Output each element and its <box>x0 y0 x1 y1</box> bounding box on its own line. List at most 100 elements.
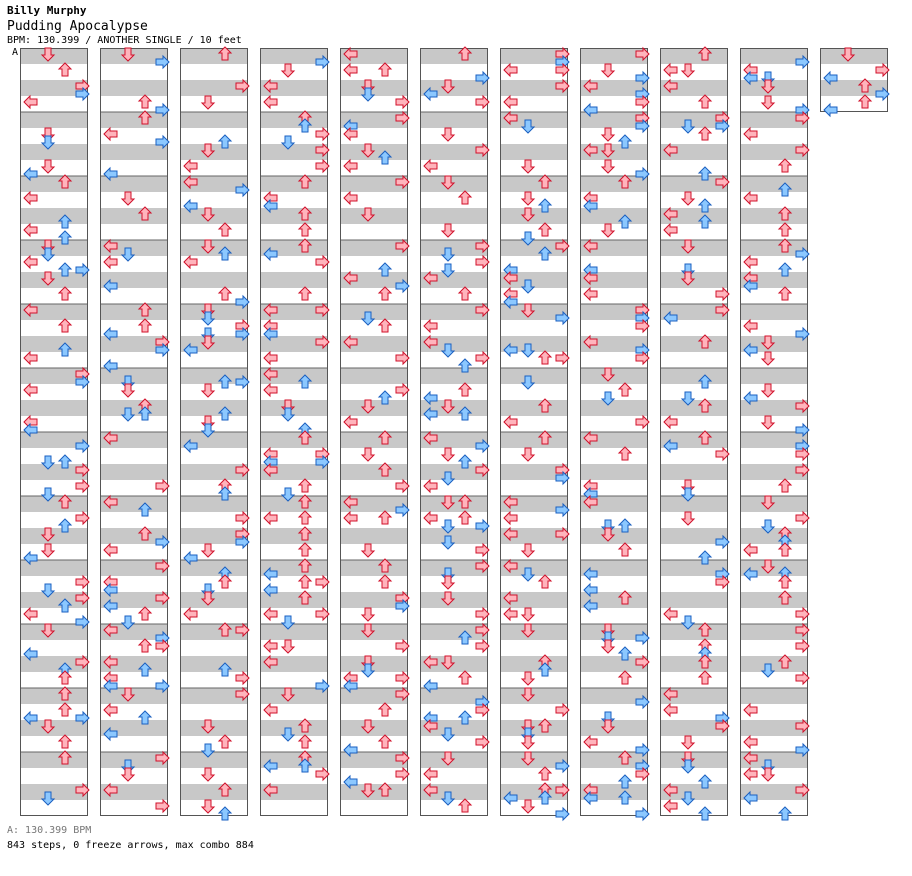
beat-stripe <box>340 624 408 640</box>
beat-stripe <box>420 208 488 224</box>
step-arrow <box>298 734 312 749</box>
beat-stripe <box>580 752 648 768</box>
chart-column <box>580 47 650 821</box>
beat-stripe <box>580 304 648 320</box>
beat-stripe <box>740 432 808 448</box>
step-arrow <box>778 286 792 301</box>
beat-stripe <box>180 656 248 672</box>
beat-stripe <box>100 144 168 160</box>
beat-stripe <box>660 528 728 544</box>
beat-stripe <box>660 624 728 640</box>
step-arrow <box>823 103 838 117</box>
step-arrow <box>218 806 232 821</box>
beat-stripe <box>260 592 328 608</box>
step-arrow <box>423 319 438 333</box>
step-arrow <box>521 447 535 462</box>
beat-stripe <box>180 528 248 544</box>
beat-stripe <box>100 80 168 96</box>
step-arrow <box>263 511 278 525</box>
step-arrow <box>538 574 552 589</box>
beat-stripe <box>340 240 408 256</box>
step-arrow <box>103 703 118 717</box>
chart-column <box>420 46 490 816</box>
beat-stripe <box>660 176 728 192</box>
beat-stripe <box>260 624 328 640</box>
artist-name: Billy Murphy <box>7 4 87 17</box>
column-border <box>100 48 168 816</box>
step-arrow <box>778 542 792 557</box>
beat-stripe <box>340 560 408 576</box>
beat-stripe <box>820 80 888 96</box>
beat-stripe <box>340 592 408 608</box>
step-arrow <box>743 543 758 557</box>
beat-stripe <box>420 48 488 64</box>
step-arrow <box>183 255 198 269</box>
beat-stripe <box>580 688 648 704</box>
beat-stripe <box>20 432 88 448</box>
beat-stripe <box>740 592 808 608</box>
step-arrow <box>138 318 152 333</box>
step-arrow <box>343 159 358 173</box>
step-arrow <box>503 511 518 525</box>
beat-stripe <box>340 208 408 224</box>
beat-stripe <box>740 208 808 224</box>
chart-column <box>660 46 730 821</box>
step-arrow <box>263 607 278 621</box>
step-arrow <box>698 806 712 821</box>
step-arrow <box>601 223 615 238</box>
beat-stripe <box>340 752 408 768</box>
beat-stripe <box>260 496 328 512</box>
beat-stripe <box>340 656 408 672</box>
step-arrow <box>681 191 695 206</box>
beat-stripe <box>180 144 248 160</box>
chart-column <box>100 47 170 816</box>
step-arrow <box>503 415 518 429</box>
step-arrow <box>503 607 518 621</box>
step-arrow <box>343 415 358 429</box>
beat-stripe <box>500 240 568 256</box>
beat-stripe <box>500 464 568 480</box>
chart-column <box>340 47 410 816</box>
chart-info: BPM: 130.399 / ANOTHER SINGLE / 10 feet <box>7 35 242 46</box>
beat-stripe <box>340 720 408 736</box>
step-arrow <box>41 543 55 558</box>
step-arrow <box>583 287 598 301</box>
beat-stripe <box>100 304 168 320</box>
beat-stripe <box>20 592 88 608</box>
beat-stripe <box>260 208 328 224</box>
step-arrow <box>698 126 712 141</box>
step-arrow <box>663 703 678 717</box>
column-border <box>260 48 328 816</box>
beat-stripe <box>340 80 408 96</box>
beat-stripe <box>260 272 328 288</box>
step-arrow <box>23 351 38 365</box>
beat-stripe <box>180 784 248 800</box>
step-arrow <box>761 95 775 110</box>
beat-stripe <box>660 656 728 672</box>
step-arrow <box>601 159 615 174</box>
step-arrow <box>521 191 535 206</box>
step-arrow <box>423 479 438 493</box>
step-arrow <box>183 159 198 173</box>
step-arrow <box>521 607 535 622</box>
step-arrow <box>761 767 775 782</box>
step-arrow <box>23 95 38 109</box>
beat-stripe <box>20 688 88 704</box>
step-arrow <box>218 574 232 589</box>
chart-column <box>500 47 570 821</box>
beat-stripe <box>340 688 408 704</box>
step-arrow <box>601 127 615 142</box>
beat-stripe <box>340 464 408 480</box>
step-arrow <box>218 286 232 301</box>
step-arrow <box>663 223 678 237</box>
beat-stripe <box>340 784 408 800</box>
beat-stripe <box>260 432 328 448</box>
step-arrow <box>423 767 438 781</box>
step-arrow <box>503 63 518 77</box>
step-arrow <box>681 63 695 78</box>
beat-stripe <box>500 656 568 672</box>
step-arrow <box>58 734 72 749</box>
beat-stripe <box>180 240 248 256</box>
beat-stripe <box>340 432 408 448</box>
step-arrow <box>601 63 615 78</box>
